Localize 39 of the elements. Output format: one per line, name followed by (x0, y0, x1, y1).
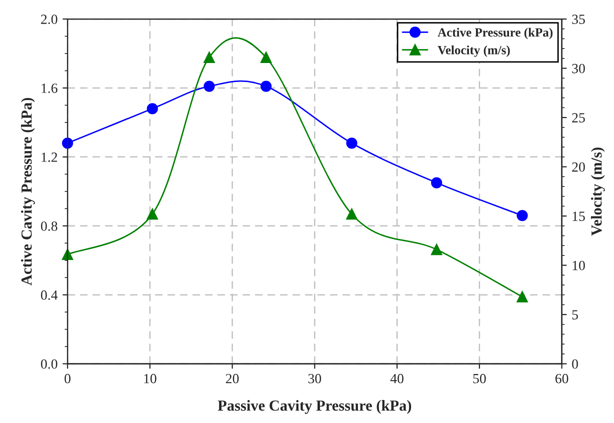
y2-tick-label: 10 (572, 260, 585, 270)
point (346, 138, 358, 149)
point (431, 177, 442, 188)
point (260, 80, 272, 92)
point (516, 291, 528, 302)
y2-tick-label: 0 (572, 359, 578, 369)
y2-tick-label: 30 (572, 64, 585, 74)
y-axis-title: Active Cavity Pressure (kPa) (21, 98, 35, 286)
x-tick-label: 10 (144, 374, 156, 384)
y-tick-label: 0.8 (40, 221, 58, 231)
y-tick-label: 2.0 (41, 14, 58, 24)
point (62, 138, 74, 149)
y-tick-label: 0.0 (40, 359, 58, 369)
x-tick-label: 20 (226, 374, 239, 384)
x-tick-label: 30 (308, 374, 322, 384)
point (260, 52, 272, 64)
y2-tick-label: 15 (572, 212, 585, 221)
y2-tick-label: 35 (572, 14, 585, 24)
y2-tick-label: 20 (572, 162, 585, 172)
point (204, 80, 215, 92)
legend-label: Velocity (m/s) (438, 46, 510, 57)
y2-axis-title: Velocity (m/s) (590, 148, 605, 236)
y-tick-label: 1.6 (42, 84, 58, 93)
y-tick-label: 0.4 (40, 290, 58, 300)
legend-label: Active Pressure (kPa) (438, 28, 553, 40)
point (346, 208, 358, 220)
y-tick-label: 1.2 (42, 152, 58, 162)
point (431, 244, 442, 256)
y2-tick-label: 5 (572, 310, 578, 320)
y2-tick-label: 25 (572, 113, 585, 122)
x-tick-label: 40 (390, 374, 404, 384)
x-tick-label: 60 (555, 374, 568, 384)
x-tick-label: 0 (64, 374, 70, 384)
point (204, 52, 215, 64)
x-axis-title: Passive Cavity Pressure (kPa) (218, 400, 412, 414)
point (146, 208, 158, 220)
point (516, 210, 528, 222)
point (146, 103, 158, 114)
x-tick-label: 50 (473, 374, 486, 384)
